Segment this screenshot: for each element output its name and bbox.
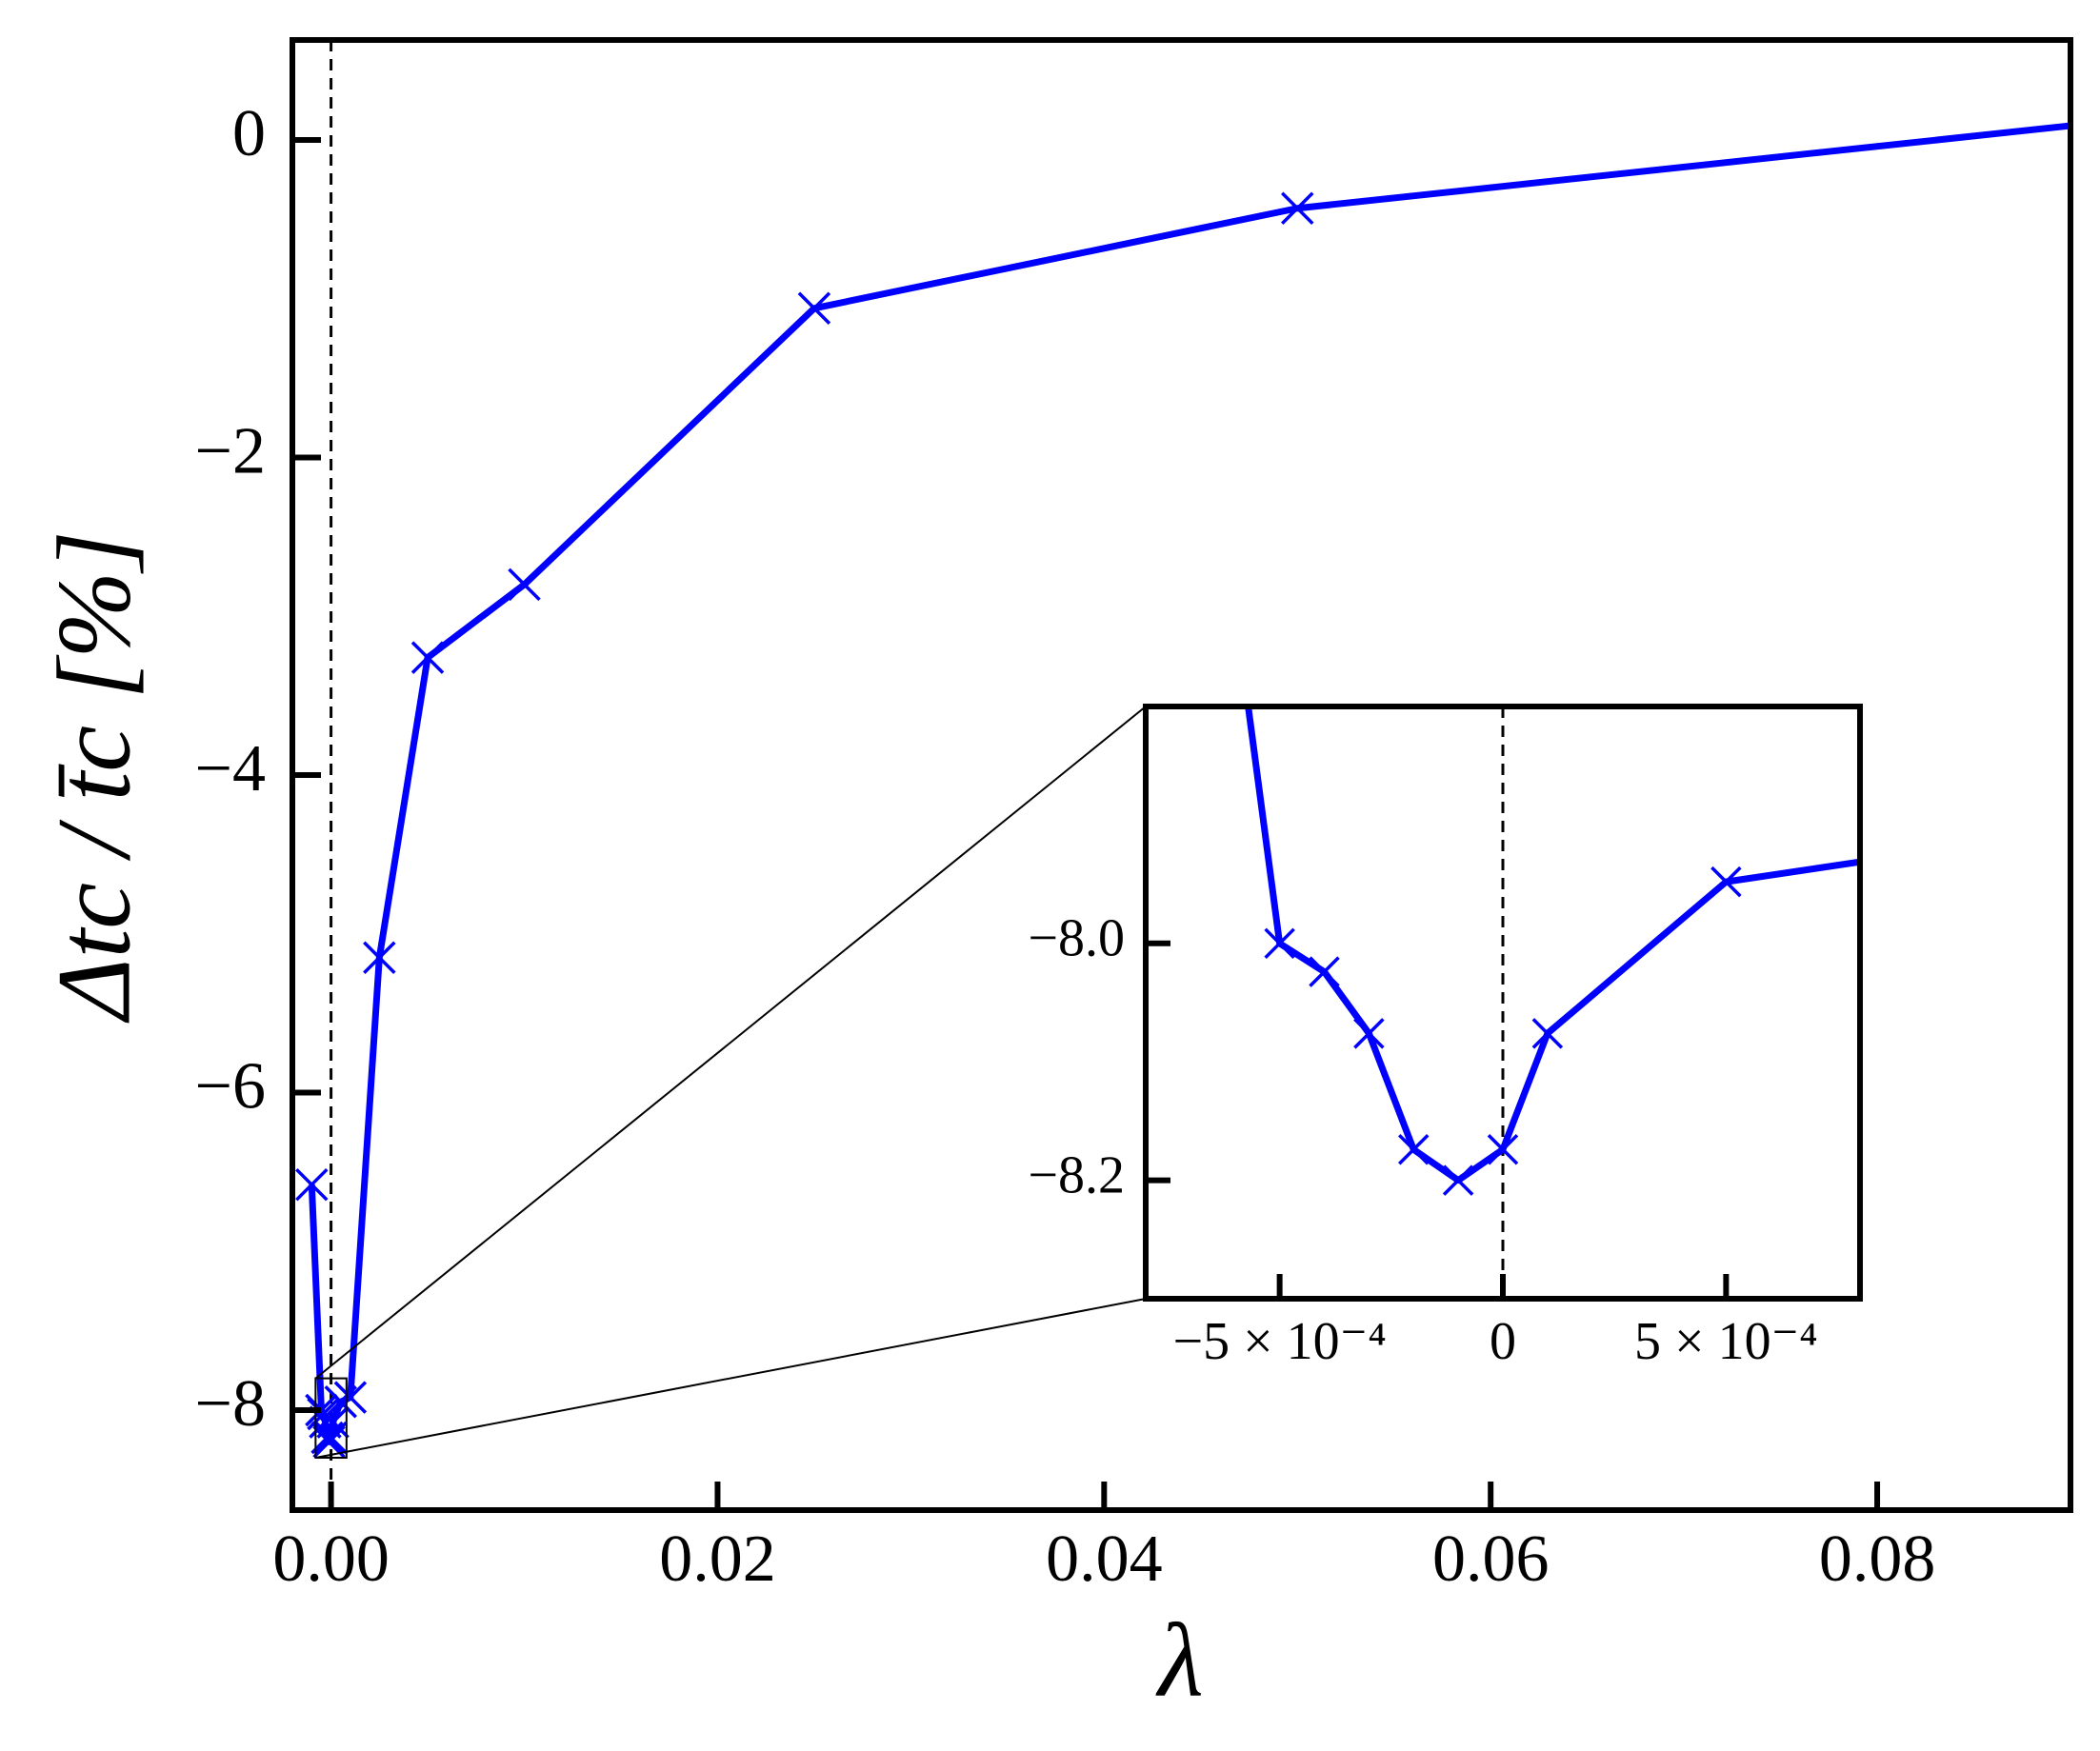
y-tick-label: −8.2	[1028, 1145, 1125, 1204]
y-axis-label: Δtc / t̄c [%]	[35, 530, 151, 1024]
marker	[363, 941, 396, 974]
x-tick-label: 0.02	[659, 1522, 776, 1596]
marker	[410, 641, 445, 674]
marker	[1353, 1018, 1385, 1049]
x-axis-label: λ	[1155, 1602, 1204, 1718]
marker	[1935, 834, 1964, 863]
x-tick-label: 0.08	[1819, 1522, 1936, 1596]
x-tick-label: −5 × 10⁻⁴	[1173, 1312, 1387, 1371]
marker	[1487, 1134, 1519, 1165]
marker	[1398, 1134, 1430, 1165]
plot-area	[1245, 706, 1964, 1299]
y-tick-label: −8.0	[1028, 909, 1125, 968]
x-tick-label: 0	[1490, 1312, 1516, 1371]
marker	[1531, 1018, 1564, 1049]
zoom-box	[314, 1377, 348, 1459]
zoom-connector	[315, 1298, 1147, 1459]
marker	[295, 1167, 329, 1202]
y-tick-label: −4	[195, 732, 266, 806]
marker	[1264, 927, 1295, 960]
x-tick-label: 0.00	[272, 1522, 390, 1596]
x-tick-label: 5 × 10⁻⁴	[1634, 1312, 1818, 1371]
marker	[508, 567, 541, 602]
x-tick-label: 0.04	[1046, 1522, 1163, 1596]
marker	[316, 1405, 350, 1439]
marker	[1710, 866, 1742, 898]
y-tick-label: −6	[195, 1050, 266, 1124]
x-tick-label: 0.06	[1432, 1522, 1550, 1596]
marker	[324, 1385, 357, 1419]
plot-area	[295, 40, 2070, 1510]
y-tick-label: 0	[232, 97, 266, 170]
marker	[797, 291, 831, 326]
marker	[314, 1421, 348, 1455]
y-tick-label: −8	[195, 1367, 266, 1441]
marker	[333, 1381, 368, 1414]
y-tick-label: −2	[195, 415, 266, 488]
zoom-connector	[314, 706, 1147, 1380]
data-line	[1245, 706, 1860, 1184]
marker	[1309, 956, 1340, 987]
marker	[1281, 191, 1314, 225]
marker	[1442, 1164, 1474, 1196]
